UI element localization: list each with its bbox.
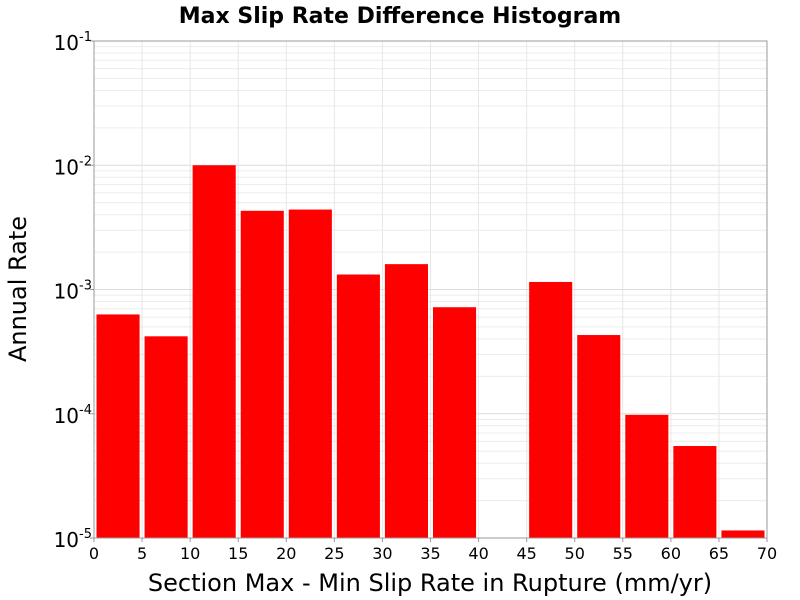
y-axis-label: Annual Rate [4,216,32,362]
histogram-bar [144,336,188,538]
histogram-bar [96,314,140,538]
x-tick-label: 45 [516,544,536,563]
histogram-bar [336,274,380,538]
x-axis-ticks: 0 5 10 15 20 25 30 35 40 45 50 55 60 65 70 [89,538,777,563]
x-tick-label: 50 [565,544,585,563]
x-tick-label: 60 [661,544,681,563]
x-tick-label: 20 [276,544,296,563]
histogram-bar [625,414,669,538]
bars [96,165,765,538]
y-tick-label: 10-5 [54,527,92,552]
x-axis-label: Section Max - Min Slip Rate in Rupture (… [148,569,712,597]
x-tick-label: 40 [468,544,488,563]
histogram-bar [721,530,765,538]
x-tick-label: 0 [89,544,99,563]
x-tick-label: 15 [228,544,248,563]
histogram-bar [577,335,621,538]
x-tick-label: 55 [613,544,633,563]
chart-title: Max Slip Rate Difference Histogram [179,4,621,29]
histogram-bar [192,165,236,538]
x-tick-label: 65 [709,544,729,563]
histogram-bar [240,210,284,538]
histogram-bar [673,446,717,538]
y-tick-label: 10-1 [54,30,92,55]
x-tick-label: 70 [757,544,777,563]
y-tick-label: 10-2 [54,154,92,179]
histogram-bar [433,307,477,538]
y-axis-ticks: 10-5 10-4 10-3 10-2 10-1 [54,30,94,552]
histogram-bar [288,209,332,538]
y-tick-label: 10-3 [54,279,92,304]
x-tick-label: 35 [420,544,440,563]
histogram-bar [384,264,428,538]
y-tick-label: 10-4 [54,403,92,428]
x-tick-label: 10 [180,544,200,563]
x-tick-label: 25 [324,544,344,563]
x-tick-label: 5 [137,544,147,563]
x-tick-label: 30 [372,544,392,563]
histogram-bar [529,281,573,538]
